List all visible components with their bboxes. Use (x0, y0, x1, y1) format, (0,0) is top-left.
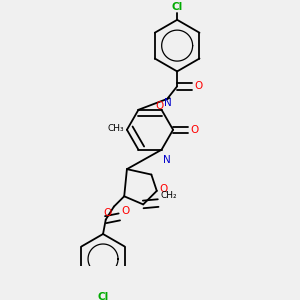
Text: N: N (163, 154, 171, 165)
Text: Cl: Cl (172, 2, 183, 12)
Text: O: O (160, 184, 168, 194)
Text: O: O (190, 125, 198, 135)
Text: Cl: Cl (98, 292, 109, 300)
Text: CH₂: CH₂ (160, 191, 177, 200)
Text: N: N (164, 98, 172, 108)
Text: O: O (156, 101, 164, 111)
Text: CH₃: CH₃ (108, 124, 124, 133)
Text: O: O (121, 206, 130, 216)
Text: O: O (103, 208, 112, 218)
Text: O: O (194, 80, 202, 91)
